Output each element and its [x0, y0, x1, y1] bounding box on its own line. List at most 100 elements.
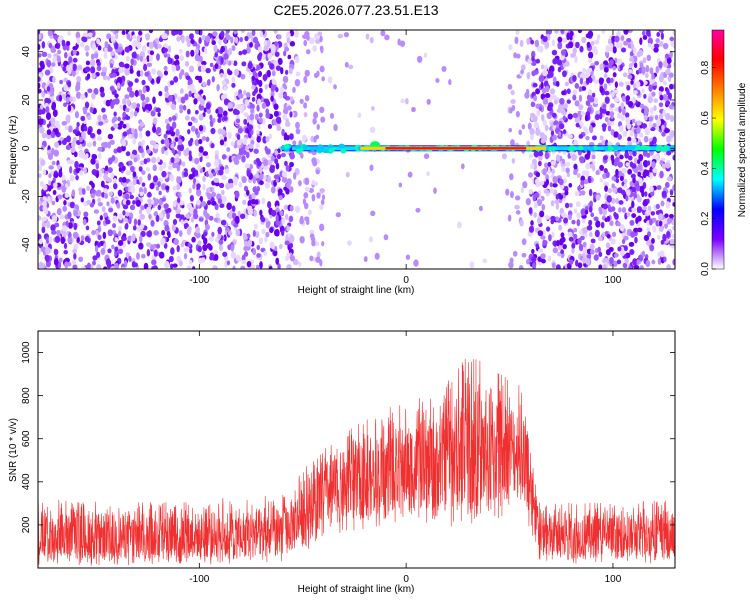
noise-speck — [143, 262, 149, 269]
noise-speck — [101, 107, 106, 113]
noise-speck — [69, 201, 76, 209]
noise-speck — [188, 153, 193, 162]
noise-speck — [61, 121, 67, 126]
noise-speck — [572, 89, 577, 97]
noise-speck — [251, 84, 256, 90]
noise-speck — [208, 236, 214, 242]
carrier-blob — [577, 145, 584, 151]
noise-speck — [590, 40, 595, 46]
noise-speck — [54, 141, 60, 148]
noise-speck — [156, 156, 161, 163]
noise-speck — [289, 161, 294, 168]
noise-speck — [627, 140, 633, 147]
noise-speck — [651, 161, 656, 169]
noise-speck — [59, 79, 63, 85]
noise-speck — [655, 203, 660, 210]
noise-speck — [270, 155, 275, 162]
noise-speck — [248, 143, 254, 149]
noise-speck — [235, 254, 241, 262]
noise-speck — [587, 149, 591, 157]
noise-speck — [234, 68, 240, 77]
noise-speck — [643, 135, 649, 143]
noise-speck — [242, 137, 248, 145]
noise-speck — [622, 72, 628, 78]
noise-speck — [147, 201, 152, 209]
noise-speck — [217, 198, 223, 204]
noise-speck — [104, 41, 109, 49]
noise-speck — [226, 202, 232, 210]
noise-speck — [176, 244, 180, 253]
noise-speck — [645, 239, 652, 247]
carrier-blob — [612, 145, 619, 150]
noise-speck — [624, 151, 629, 159]
noise-speck — [254, 199, 259, 205]
noise-speck — [54, 120, 60, 128]
noise-speck — [68, 222, 73, 229]
noise-speck — [208, 173, 214, 179]
noise-speck — [216, 84, 220, 92]
noise-speck — [273, 174, 280, 180]
noise-speck — [310, 135, 315, 143]
noise-speck — [624, 258, 629, 264]
noise-speck — [532, 82, 538, 88]
noise-speck — [258, 70, 263, 78]
noise-speck — [544, 124, 549, 132]
noise-speck — [156, 53, 160, 61]
noise-speck — [580, 235, 585, 241]
carrier-blob — [328, 147, 335, 153]
noise-speck — [660, 239, 665, 245]
noise-speck — [588, 206, 593, 213]
noise-speck — [251, 30, 256, 37]
noise-speck — [400, 98, 405, 104]
noise-speck — [170, 143, 175, 149]
noise-speck — [47, 184, 52, 192]
noise-speck — [433, 187, 437, 194]
noise-speck — [311, 194, 316, 202]
noise-speck — [91, 92, 96, 100]
noise-speck — [73, 253, 77, 260]
noise-speck — [629, 130, 634, 137]
noise-speck — [569, 259, 574, 265]
noise-speck — [166, 123, 171, 131]
noise-speck — [566, 32, 570, 41]
noise-speck — [116, 76, 123, 85]
noise-speck — [649, 185, 654, 193]
noise-speck — [604, 139, 609, 147]
noise-speck — [97, 201, 104, 207]
noise-speck — [243, 112, 249, 117]
noise-speck — [209, 62, 214, 68]
noise-speck — [198, 138, 203, 145]
noise-speck — [234, 36, 239, 44]
noise-speck — [80, 197, 84, 203]
noise-speck — [610, 238, 616, 245]
noise-speck — [544, 85, 550, 93]
noise-speck — [63, 199, 67, 206]
noise-speck — [652, 136, 657, 144]
noise-speck — [179, 54, 184, 62]
noise-speck — [277, 188, 283, 195]
noise-speck — [544, 151, 550, 160]
noise-speck — [194, 48, 199, 55]
noise-speck — [64, 193, 70, 199]
noise-speck — [214, 181, 220, 187]
noise-speck — [241, 259, 246, 265]
noise-speck — [269, 164, 276, 170]
noise-speck — [96, 38, 101, 45]
noise-speck — [58, 35, 64, 41]
noise-speck — [167, 165, 173, 171]
noise-speck — [314, 39, 321, 44]
noise-speck — [256, 64, 261, 71]
noise-speck — [227, 48, 233, 56]
noise-speck — [218, 239, 224, 245]
noise-speck — [645, 210, 651, 216]
noise-speck — [205, 102, 211, 110]
noise-speck — [244, 163, 251, 169]
noise-speck — [311, 179, 316, 186]
noise-speck — [384, 34, 390, 41]
noise-speck — [205, 136, 210, 142]
carrier-bump — [370, 141, 381, 149]
noise-speck — [625, 189, 631, 196]
noise-speck — [140, 205, 145, 211]
noise-speck — [598, 264, 603, 269]
noise-speck — [92, 260, 96, 266]
